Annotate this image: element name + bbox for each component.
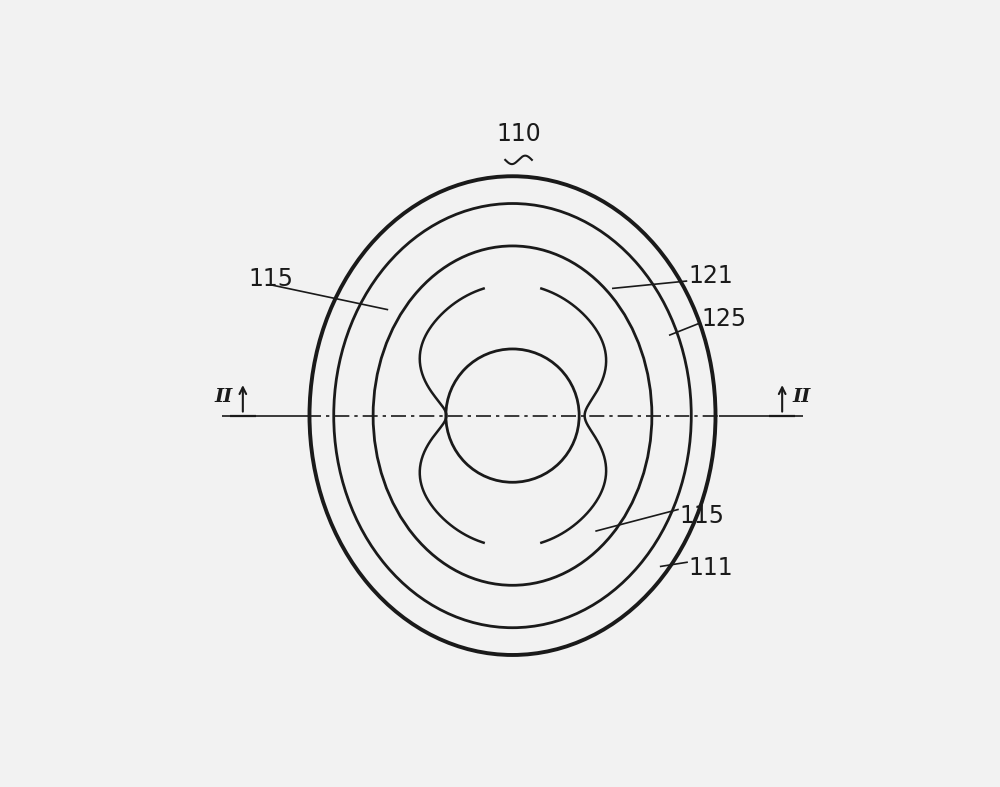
- Text: 121: 121: [688, 264, 733, 288]
- Text: 110: 110: [496, 122, 541, 146]
- Text: II: II: [792, 388, 811, 406]
- Text: II: II: [214, 388, 233, 406]
- Text: 115: 115: [679, 504, 724, 527]
- Text: 111: 111: [688, 556, 733, 580]
- Text: 115: 115: [249, 268, 294, 291]
- Text: 125: 125: [702, 307, 747, 331]
